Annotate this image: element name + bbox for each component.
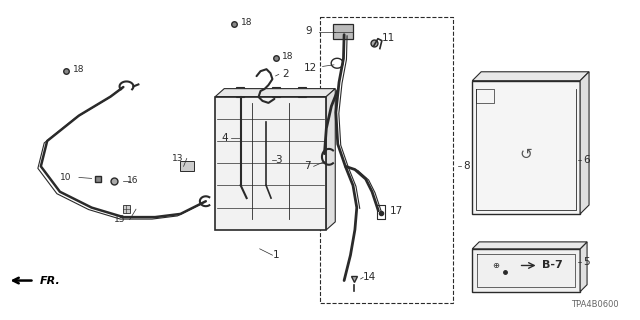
Polygon shape xyxy=(472,242,587,249)
Bar xyxy=(215,97,326,230)
Text: 15: 15 xyxy=(114,215,125,224)
Bar xyxy=(236,87,244,97)
Text: 14: 14 xyxy=(363,272,376,282)
Text: ↺: ↺ xyxy=(520,147,532,162)
Polygon shape xyxy=(215,89,335,97)
Text: 9: 9 xyxy=(306,26,312,36)
Text: 13: 13 xyxy=(172,154,184,163)
Text: 5: 5 xyxy=(583,257,590,267)
Bar xyxy=(122,205,131,213)
Polygon shape xyxy=(580,72,589,214)
Bar xyxy=(320,17,453,303)
Text: FR.: FR. xyxy=(39,276,60,285)
Bar xyxy=(472,249,580,292)
Text: 6: 6 xyxy=(583,155,590,165)
Text: 8: 8 xyxy=(463,161,469,171)
Text: 2: 2 xyxy=(282,69,289,79)
Text: 18: 18 xyxy=(241,18,252,27)
Bar xyxy=(298,87,306,97)
Bar xyxy=(180,161,194,171)
Text: 12: 12 xyxy=(303,63,317,73)
Text: 7: 7 xyxy=(304,161,310,171)
Text: 10: 10 xyxy=(60,173,72,182)
Text: 18: 18 xyxy=(72,65,84,74)
Text: TPA4B0600: TPA4B0600 xyxy=(571,300,618,309)
Text: 17: 17 xyxy=(390,206,403,216)
Text: 11: 11 xyxy=(381,33,395,43)
Polygon shape xyxy=(472,72,589,81)
Polygon shape xyxy=(580,242,587,292)
Text: 16: 16 xyxy=(127,176,138,185)
Text: 3: 3 xyxy=(276,155,282,165)
Bar xyxy=(333,24,353,39)
Bar xyxy=(472,81,580,214)
Bar xyxy=(273,87,280,97)
Polygon shape xyxy=(326,89,335,230)
Text: B-7: B-7 xyxy=(543,260,563,270)
Text: ⊕: ⊕ xyxy=(492,261,499,270)
Text: 18: 18 xyxy=(282,52,293,61)
Text: 4: 4 xyxy=(221,133,228,143)
Text: 1: 1 xyxy=(273,250,279,260)
Bar xyxy=(482,252,516,279)
